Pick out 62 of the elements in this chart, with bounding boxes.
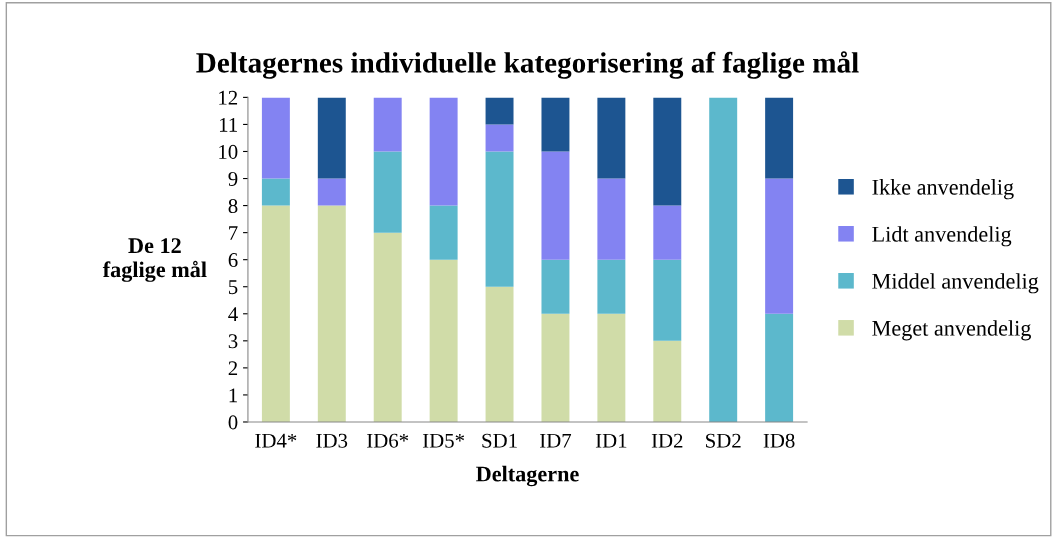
bar [653,259,682,341]
y-tick-label: 10 [219,144,238,159]
legend-label: Ikke anvendelig [872,179,1014,200]
y-tick-label: 7 [229,226,238,240]
x-tick-label: ID4* [255,433,297,448]
y-tick-label: 11 [219,117,237,132]
bar [597,97,626,179]
bar [485,151,514,287]
y-tick-label: 1 [229,388,237,403]
x-tick-label: ID1 [595,433,627,448]
chart-title: Deltagernes individuelle kategorisering af faglige mål [196,51,859,79]
bar [653,205,682,260]
y-tick-label: 9 [228,171,238,186]
bar [261,178,290,206]
bar [597,313,626,422]
bar [765,97,794,179]
bar [317,178,346,206]
bar [597,178,626,260]
legend-label: Lidt anvendelig [872,226,1012,247]
y-tick-label: 8 [228,198,238,214]
x-tick-label: ID2 [651,433,683,448]
bar [317,205,346,422]
bar [429,205,458,260]
y-tick-label: 3 [228,334,238,349]
bar [765,313,794,422]
bar [541,97,570,152]
bar [541,259,570,314]
bar [485,124,514,152]
legend-label: Middel anvendelig [872,273,1039,294]
x-tick-label: ID8 [763,433,795,448]
legend-label: Meget anvendelig [872,320,1031,341]
bar [653,97,682,206]
x-tick-label: ID3 [316,433,348,448]
x-tick-label: ID6* [367,433,409,448]
bar [485,286,514,422]
y-tick-label: 2 [228,361,238,376]
bar [429,97,458,206]
bar [653,340,682,422]
x-tick-label: ID7 [540,433,572,448]
x-tick-label: SD2 [706,433,741,448]
bar [373,232,402,422]
bar [765,178,794,314]
bar [541,151,570,260]
x-tick-label: ID5* [422,433,465,448]
x-axis-title: Deltagerne [476,465,579,487]
bar [429,259,458,422]
bar [373,97,402,152]
y-axis-title: De 12 faglige mål [102,238,207,282]
bar [485,97,514,125]
y-tick-label: 4 [228,307,238,322]
bar [261,97,290,179]
bar [373,151,402,233]
x-tick-label: SD1 [482,433,517,448]
y-tick-label: 5 [229,280,238,295]
y-tick-label: 0 [228,415,238,430]
bar [709,97,738,422]
bar [597,259,626,314]
bar [317,97,346,179]
y-tick-label: 12 [219,90,238,105]
bar [541,313,570,422]
bar [261,205,290,422]
y-tick-label: 6 [228,253,238,268]
